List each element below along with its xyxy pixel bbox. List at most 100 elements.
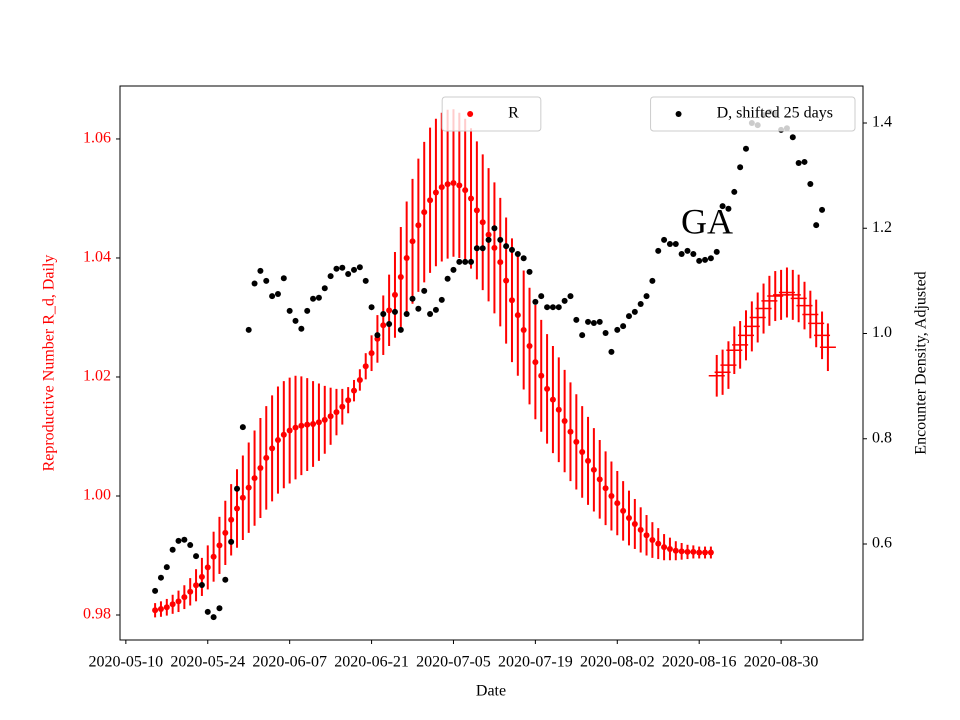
dot-marker xyxy=(468,258,475,265)
dot-marker xyxy=(567,428,574,435)
dot-marker xyxy=(789,134,796,141)
dot-marker xyxy=(742,145,749,152)
dot-marker xyxy=(625,515,632,522)
dot-marker xyxy=(286,307,293,314)
dot-marker xyxy=(427,197,434,204)
dot-marker xyxy=(403,311,410,318)
dot-marker xyxy=(368,350,375,357)
legend-box xyxy=(650,96,856,132)
dot-marker xyxy=(526,268,533,275)
x-tick-label: 2020-07-05 xyxy=(416,654,491,671)
dot-marker xyxy=(450,179,457,186)
dot-marker xyxy=(193,553,200,560)
dot-marker xyxy=(614,500,621,507)
dot-marker xyxy=(707,549,714,556)
dot-marker xyxy=(520,255,527,262)
dot-marker xyxy=(555,304,562,311)
dot-marker xyxy=(339,264,346,271)
dot-marker xyxy=(427,311,434,318)
dot-marker xyxy=(696,257,703,264)
dot-marker xyxy=(432,306,439,313)
dot-marker xyxy=(362,363,369,370)
y-tick-label: 1.06 xyxy=(83,130,111,147)
dot-marker xyxy=(345,397,352,404)
dot-marker xyxy=(479,245,486,252)
dot-marker xyxy=(421,209,428,216)
dot-marker xyxy=(643,293,650,300)
dot-marker xyxy=(456,258,463,265)
dot-marker xyxy=(555,406,562,413)
dot-marker xyxy=(310,295,317,302)
dot-marker xyxy=(175,537,182,544)
dot-marker xyxy=(807,181,814,188)
dot-marker xyxy=(239,424,246,431)
dot-marker xyxy=(602,485,609,492)
dot-marker xyxy=(620,323,627,330)
dot-marker xyxy=(152,607,159,614)
dot-marker xyxy=(795,159,802,166)
dot-marker xyxy=(596,476,603,483)
dot-marker xyxy=(813,222,820,229)
dot-marker xyxy=(386,321,393,328)
dot-marker xyxy=(625,313,632,320)
dot-marker xyxy=(157,574,164,581)
y-axis-label: Reproductive Number R_d, Daily xyxy=(41,255,58,472)
plot-frame xyxy=(119,85,864,641)
dot-marker xyxy=(690,548,697,555)
dot-marker xyxy=(386,307,393,314)
dot-marker xyxy=(210,553,217,560)
dot-marker xyxy=(391,291,398,298)
dot-marker xyxy=(544,304,551,311)
dot-marker xyxy=(485,236,492,243)
dot-marker xyxy=(304,421,311,428)
dot-marker xyxy=(187,588,194,595)
dot-marker xyxy=(181,536,188,543)
dot-marker xyxy=(356,376,363,383)
dot-marker xyxy=(608,492,615,499)
dot-marker xyxy=(263,454,270,461)
dot-marker xyxy=(421,287,428,294)
dot-marker xyxy=(508,297,515,304)
dot-marker xyxy=(690,251,697,258)
x-tick-label: 2020-08-02 xyxy=(580,654,655,671)
y2-tick-label: 1.0 xyxy=(872,324,892,341)
legend-marker xyxy=(675,111,682,117)
dot-marker xyxy=(327,273,334,280)
dot-marker xyxy=(549,304,556,311)
x-tick-label: 2020-08-30 xyxy=(744,654,819,671)
dot-marker xyxy=(432,189,439,196)
dot-marker xyxy=(444,275,451,282)
dot-marker xyxy=(438,184,445,191)
dot-marker xyxy=(538,372,545,379)
dot-marker xyxy=(280,431,287,438)
dot-marker xyxy=(608,348,615,355)
dot-marker xyxy=(573,316,580,323)
dot-marker xyxy=(503,243,510,250)
dot-marker xyxy=(356,264,363,271)
dot-marker xyxy=(479,219,486,226)
x-tick-label: 2020-06-21 xyxy=(334,654,409,671)
dot-marker xyxy=(666,545,673,552)
dot-marker xyxy=(549,396,556,403)
dot-marker xyxy=(684,548,691,555)
dot-marker xyxy=(228,516,235,523)
dot-marker xyxy=(374,332,381,339)
dot-marker xyxy=(468,195,475,202)
plus-marker xyxy=(819,339,836,356)
dot-marker xyxy=(801,158,808,165)
dot-marker xyxy=(713,248,720,255)
dot-marker xyxy=(456,182,463,189)
legend-label: D, shifted 25 days xyxy=(717,105,833,122)
dot-marker xyxy=(362,277,369,284)
y-tick-label: 1.04 xyxy=(83,249,111,266)
dot-marker xyxy=(234,485,241,492)
dot-marker xyxy=(661,544,668,551)
x-axis-label: Date xyxy=(476,683,506,700)
dot-marker xyxy=(304,307,311,314)
dot-marker xyxy=(257,465,264,472)
legend: R xyxy=(441,96,542,132)
dot-marker xyxy=(397,274,404,281)
dot-marker xyxy=(719,203,726,210)
dot-marker xyxy=(696,549,703,556)
